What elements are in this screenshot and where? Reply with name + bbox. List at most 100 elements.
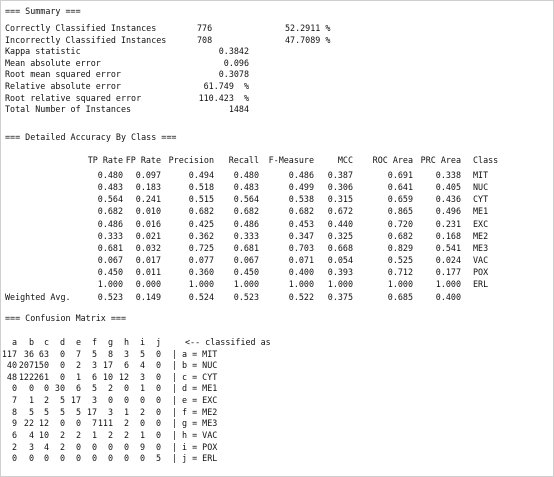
summary-label: Root mean squared error: [5, 69, 121, 80]
confusion-cell: 0: [155, 395, 161, 406]
confusion-cell: 17: [102, 360, 113, 371]
confusion-separator: |: [172, 430, 178, 441]
confusion-row-label: e = EXC: [182, 395, 218, 406]
accuracy-class-label: NUC: [473, 182, 489, 193]
accuracy-cell: 0.231: [435, 218, 461, 229]
confusion-cell: 0: [59, 371, 65, 382]
confusion-cell: 207: [18, 360, 34, 371]
accuracy-cell: 1.000: [288, 279, 314, 290]
accuracy-cell: 0.672: [327, 206, 353, 217]
accuracy-cell: 0.480: [233, 170, 259, 180]
accuracy-cell: 0.494: [188, 170, 214, 180]
accuracy-cell: 0.071: [288, 255, 314, 266]
confusion-caption: <-- classified as: [185, 337, 271, 347]
confusion-col-header: a: [11, 337, 17, 347]
summary-label: Root relative squared error: [5, 92, 142, 103]
confusion-cell: 12: [118, 371, 129, 382]
confusion-col-header: g: [107, 337, 113, 347]
confusion-row-label: h = VAC: [182, 430, 218, 441]
confusion-cell: 0: [75, 441, 81, 452]
confusion-cell: 2: [123, 418, 129, 429]
summary-value: 0.3078: [218, 69, 249, 80]
confusion-cell: 261: [33, 371, 49, 382]
accuracy-cell: 0.000: [135, 279, 161, 290]
summary-value: 1484: [228, 104, 249, 115]
accuracy-cell: 0.682: [188, 206, 214, 217]
accuracy-cell: 0.668: [327, 242, 353, 253]
confusion-row-label: d = ME1: [182, 383, 218, 394]
weighted-avg-cell: 0.523: [97, 291, 123, 302]
confusion-cell: 2: [123, 430, 129, 441]
confusion-cell: 2: [75, 430, 81, 441]
accuracy-cell: 0.496: [435, 206, 461, 217]
confusion-separator: |: [172, 453, 178, 464]
confusion-separator: |: [172, 371, 178, 382]
confusion-row-label: j = ERL: [182, 453, 218, 464]
confusion-cell: 12: [38, 418, 49, 429]
accuracy-col-header: Class: [473, 155, 499, 165]
accuracy-cell: 0.499: [288, 182, 314, 193]
summary-label: Mean absolute error: [5, 57, 101, 68]
accuracy-class-label: CYT: [473, 194, 489, 205]
accuracy-cell: 0.450: [233, 267, 259, 278]
weighted-avg-cell: 0.375: [327, 291, 353, 302]
accuracy-cell: 0.450: [97, 267, 123, 278]
confusion-cell: 0: [155, 406, 161, 417]
accuracy-cell: 0.436: [435, 194, 461, 205]
confusion-cell: 1: [75, 371, 81, 382]
confusion-cell: 1: [28, 395, 34, 406]
confusion-cell: 0: [107, 395, 113, 406]
confusion-cell: 5: [59, 395, 65, 406]
confusion-cell: 9: [11, 418, 17, 429]
weighted-avg-label: Weighted Avg.: [5, 291, 71, 302]
confusion-cell: 0: [43, 383, 49, 394]
confusion-cell: 0: [155, 418, 161, 429]
confusion-cell: 5: [43, 406, 49, 417]
accuracy-cell: 0.483: [97, 182, 123, 193]
confusion-cell: 2: [11, 441, 17, 452]
confusion-cell: 0: [155, 430, 161, 441]
confusion-cell: 117: [1, 348, 17, 359]
accuracy-cell: 0.360: [188, 267, 214, 278]
confusion-cell: 0: [107, 453, 113, 464]
confusion-cell: 3: [107, 406, 113, 417]
accuracy-cell: 0.659: [387, 194, 413, 205]
accuracy-cell: 0.325: [327, 230, 353, 241]
accuracy-cell: 0.347: [288, 230, 314, 241]
accuracy-col-header: Precision: [168, 155, 214, 165]
confusion-col-header: e: [75, 337, 81, 347]
confusion-cell: 8: [11, 406, 17, 417]
accuracy-cell: 0.333: [97, 230, 123, 241]
accuracy-class-label: VAC: [473, 255, 489, 266]
summary-value: 776: [197, 23, 213, 33]
summary-label: Relative absolute error: [5, 81, 121, 91]
accuracy-cell: 0.725: [188, 242, 214, 253]
accuracy-cell: 0.177: [435, 267, 461, 278]
weighted-avg-cell: 0.524: [188, 291, 214, 302]
accuracy-cell: 1.000: [435, 279, 461, 290]
confusion-cell: 0: [155, 371, 161, 382]
accuracy-cell: 0.016: [135, 218, 161, 229]
confusion-cell: 0: [59, 418, 65, 429]
accuracy-col-header: FP Rate: [125, 155, 161, 165]
accuracy-cell: 0.306: [327, 182, 353, 193]
accuracy-cell: 0.538: [288, 194, 314, 205]
accuracy-cell: 0.486: [97, 218, 123, 229]
accuracy-cell: 0.168: [435, 230, 461, 241]
confusion-separator: |: [172, 418, 178, 429]
accuracy-cell: 0.682: [387, 230, 413, 241]
weighted-avg-cell: 0.400: [435, 291, 461, 302]
confusion-cell: 0: [11, 453, 17, 464]
accuracy-class-label: POX: [473, 267, 489, 278]
accuracy-cell: 0.641: [387, 182, 413, 193]
confusion-cell: 1: [91, 430, 97, 441]
confusion-row-label: b = NUC: [182, 360, 218, 371]
accuracy-cell: 0.097: [135, 170, 161, 180]
accuracy-cell: 0.564: [233, 194, 259, 205]
confusion-col-header: f: [91, 337, 97, 347]
accuracy-cell: 0.241: [135, 194, 161, 205]
confusion-cell: 3: [91, 360, 97, 371]
confusion-cell: 1: [139, 383, 145, 394]
accuracy-cell: 0.453: [288, 218, 314, 229]
